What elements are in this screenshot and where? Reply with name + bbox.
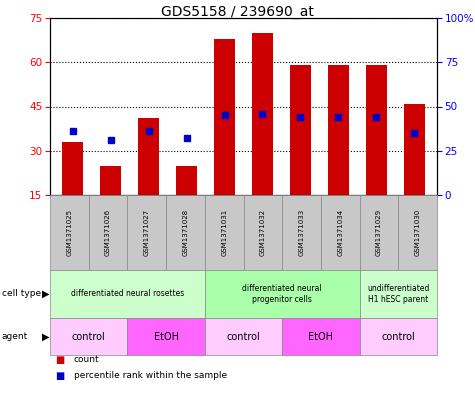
Text: GSM1371034: GSM1371034: [337, 209, 343, 256]
Text: GSM1371032: GSM1371032: [260, 209, 266, 256]
Text: differentiated neural rosettes: differentiated neural rosettes: [71, 290, 184, 299]
Text: GSM1371026: GSM1371026: [105, 209, 111, 256]
Text: EtOH: EtOH: [308, 332, 333, 342]
Text: GSM1371031: GSM1371031: [221, 209, 227, 256]
Text: ▶: ▶: [42, 289, 49, 299]
Bar: [366, 65, 387, 195]
Text: control: control: [381, 332, 415, 342]
Text: GSM1371030: GSM1371030: [415, 209, 421, 256]
Bar: [62, 142, 83, 195]
Bar: [176, 165, 197, 195]
Text: agent: agent: [2, 332, 28, 341]
Text: undifferentiated
H1 hESC parent: undifferentiated H1 hESC parent: [367, 284, 429, 304]
Text: GSM1371027: GSM1371027: [144, 209, 150, 256]
Bar: [328, 65, 349, 195]
Text: count: count: [74, 356, 99, 364]
Bar: [138, 118, 159, 195]
Text: GSM1371028: GSM1371028: [182, 209, 189, 256]
Text: EtOH: EtOH: [153, 332, 179, 342]
Bar: [252, 33, 273, 195]
Text: GDS5158 / 239690_at: GDS5158 / 239690_at: [161, 5, 314, 19]
Bar: [404, 103, 425, 195]
Text: ■: ■: [55, 371, 64, 381]
Text: GSM1371033: GSM1371033: [299, 209, 304, 256]
Text: cell type: cell type: [2, 290, 41, 299]
Bar: [290, 65, 311, 195]
Text: percentile rank within the sample: percentile rank within the sample: [74, 371, 227, 380]
Text: GSM1371029: GSM1371029: [376, 209, 382, 256]
Text: ▶: ▶: [42, 332, 49, 342]
Bar: [214, 39, 235, 195]
Text: control: control: [72, 332, 105, 342]
Text: differentiated neural
progenitor cells: differentiated neural progenitor cells: [242, 284, 322, 304]
Text: control: control: [227, 332, 260, 342]
Text: ■: ■: [55, 355, 64, 365]
Text: GSM1371025: GSM1371025: [66, 209, 72, 256]
Bar: [100, 165, 121, 195]
